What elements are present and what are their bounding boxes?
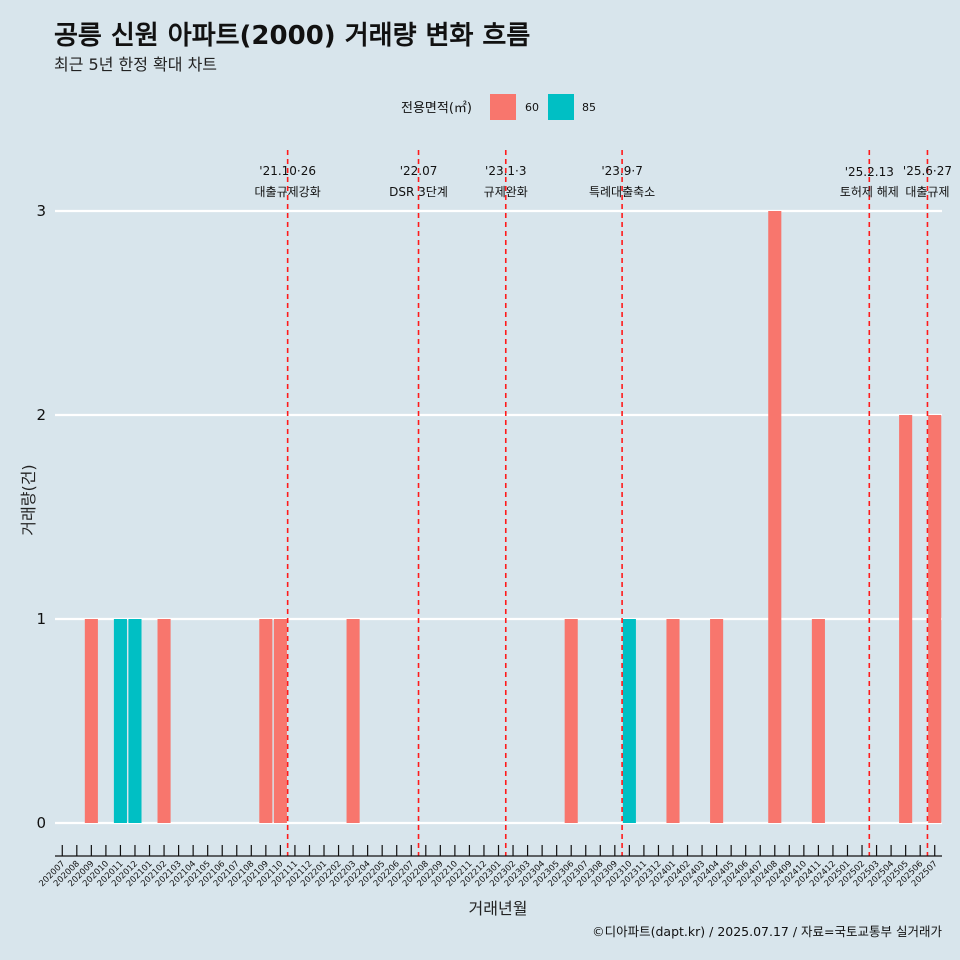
grid-lines	[55, 209, 942, 825]
event-label: 토허제 해제	[840, 185, 899, 199]
bar-60-202102	[157, 619, 171, 823]
chart-subtitle: 최근 5년 한정 확대 차트	[54, 55, 217, 74]
event-lines	[286, 150, 929, 856]
y-axis-label: 거래량(건)	[19, 464, 38, 535]
bar-60-202507	[928, 415, 942, 823]
chart-caption: ©디아파트(dapt.kr) / 2025.07.17 / 자료=국토교통부 실…	[592, 924, 942, 939]
event-date: '23.9·7	[601, 164, 642, 178]
legend-swatch-60	[490, 94, 516, 120]
bar-60-202110	[273, 619, 287, 823]
y-tick-label: 3	[36, 202, 46, 220]
bar-85-202310	[622, 619, 636, 823]
bar-60-202411	[811, 619, 825, 823]
bar-60-202408	[768, 211, 782, 823]
bar-60-202505	[899, 415, 913, 823]
legend-title: 전용면적(㎡)	[401, 101, 472, 116]
legend: 전용면적(㎡) 60 85	[401, 94, 596, 120]
event-date: '22.07	[400, 164, 438, 178]
event-date: '23.1·3	[485, 164, 526, 178]
legend-label-85: 85	[582, 101, 596, 114]
x-axis: 2020072020082020092020102020112020122021…	[37, 845, 942, 889]
bar-85-202011	[113, 619, 127, 823]
y-axis-ticks: 0 1 2 3	[36, 202, 46, 832]
event-label: DSR 3단계	[389, 185, 448, 199]
legend-swatch-85	[548, 94, 574, 120]
event-label: 대출규제	[905, 185, 949, 199]
event-date: '25.6·27	[903, 164, 952, 178]
bar-60-202404	[710, 619, 724, 823]
y-tick-label: 2	[36, 406, 46, 424]
event-label: 규제완화	[484, 185, 528, 199]
bar-60-202306	[564, 619, 578, 823]
event-date: '25.2.13	[845, 165, 894, 179]
event-label: 특례대출축소	[589, 185, 655, 199]
chart-title: 공릉 신원 아파트(2000) 거래량 변화 흐름	[54, 21, 530, 51]
bar-60-202401	[666, 619, 680, 823]
bars	[84, 211, 942, 823]
event-annotations: '21.10·26 대출규제강화 '22.07 DSR 3단계 '23.1·3 규제완화 '…	[255, 164, 952, 199]
bar-85-202012	[128, 619, 142, 823]
event-label: 대출규제강화	[255, 185, 321, 199]
legend-label-60: 60	[525, 101, 539, 114]
bar-60-202009	[84, 619, 98, 823]
y-tick-label: 1	[36, 610, 46, 628]
bar-60-202203	[346, 619, 360, 823]
x-axis-label: 거래년월	[469, 899, 528, 918]
y-tick-label: 0	[36, 814, 46, 832]
event-date: '21.10·26	[259, 164, 316, 178]
bar-60-202109	[259, 619, 273, 823]
